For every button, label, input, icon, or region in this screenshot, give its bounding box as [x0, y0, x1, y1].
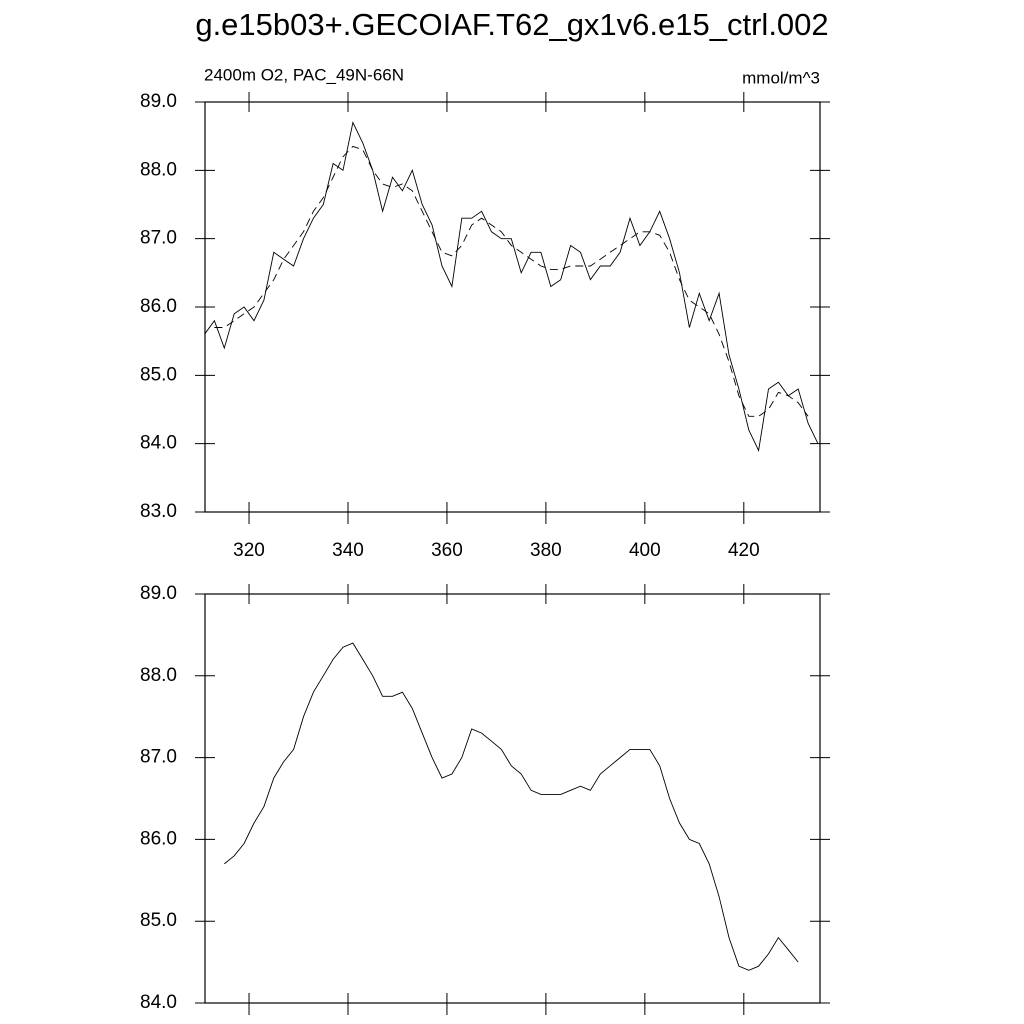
y-tick-label: 87.0: [140, 747, 177, 768]
left-label: 2400m O2, PAC_49N-66N: [204, 65, 404, 84]
plot-frame: [204, 101, 821, 513]
y-tick-label: 89.0: [140, 91, 177, 112]
y-tick-label: 84.0: [140, 992, 177, 1013]
x-tick-label: 400: [629, 540, 661, 561]
y-tick-label: 87.0: [140, 228, 177, 249]
y-tick-label: 85.0: [140, 364, 177, 385]
y-tick-label: 86.0: [140, 296, 177, 317]
plot-frame: [204, 593, 821, 1004]
x-tick-label: 380: [530, 540, 562, 561]
y-tick-label: 88.0: [140, 159, 177, 180]
y-tick-label: 88.0: [140, 665, 177, 686]
y-tick-label: 86.0: [140, 828, 177, 849]
data-line: [214, 145, 809, 417]
y-tick-label: 84.0: [140, 433, 177, 454]
y-tick-label: 85.0: [140, 910, 177, 931]
data-line: [224, 642, 799, 971]
data-line: [204, 121, 819, 452]
x-tick-label: 360: [431, 540, 463, 561]
y-tick-label: 83.0: [140, 501, 177, 522]
chart-title: g.e15b03+.GECOIAF.T62_gx1v6.e15_ctrl.002: [195, 7, 828, 42]
right-label: mmol/m^3: [742, 68, 820, 87]
x-tick-label: 340: [332, 540, 364, 561]
y-tick-label: 89.0: [140, 583, 177, 604]
x-tick-label: 320: [233, 540, 265, 561]
x-tick-label: 420: [728, 540, 760, 561]
